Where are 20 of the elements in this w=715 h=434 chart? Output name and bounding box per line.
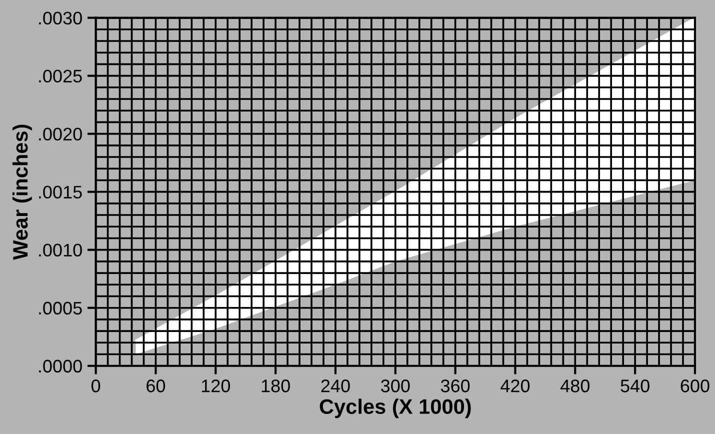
x-tick-label: 540 [620,380,650,392]
x-tick-label: 600 [680,380,710,392]
y-tick-label: .0005 [39,302,82,315]
y-tick-label: .0010 [39,244,82,257]
x-tick-label: 360 [440,380,470,392]
x-tick-label: 300 [381,380,410,392]
y-tick-label: .0020 [39,128,82,141]
y-tick-label: .0015 [39,186,82,199]
x-tick-label: 180 [262,380,290,392]
x-tick-label: 480 [560,380,590,392]
x-tick-label: 420 [500,380,530,392]
x-tick-label: 240 [321,380,350,392]
y-axis-title: Wear (inches) [12,124,32,260]
y-tick-label: .0030 [39,12,82,25]
x-tick-label: 60 [146,380,166,392]
x-axis-title: Cycles (X 1000) [320,398,471,418]
x-tick-label: 0 [91,380,100,392]
y-tick-label: .0000 [39,360,82,373]
y-tick-label: .0025 [39,70,82,83]
x-tick-label: 120 [202,380,230,392]
